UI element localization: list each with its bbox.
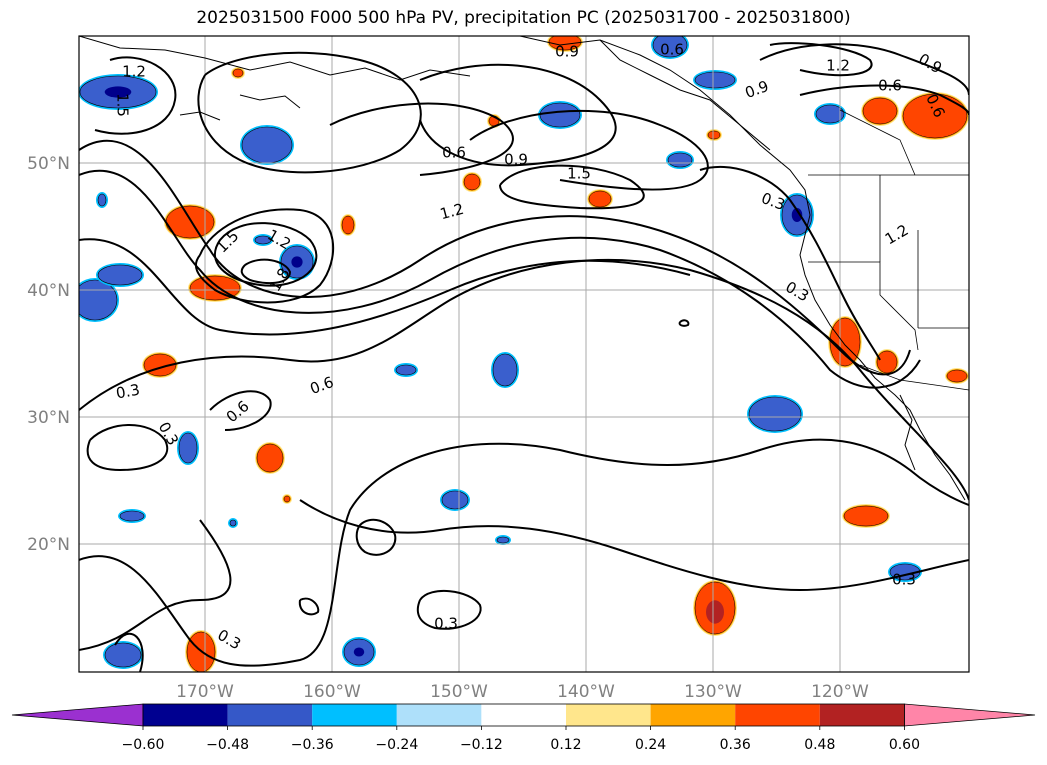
precip-blob-pos	[876, 350, 898, 374]
contour-label: 1.2	[438, 200, 466, 224]
colorbar-tick-label: 0.24	[635, 737, 666, 753]
map-title: 2025031500 F000 500 hPa PV, precipitatio…	[196, 8, 851, 28]
precip-blob-neg	[254, 235, 272, 245]
colorbar-extend-high	[904, 703, 1036, 727]
pv-contours	[79, 42, 969, 672]
contour-label: 0.3	[214, 626, 244, 654]
precip-blob-pos	[829, 317, 861, 367]
precip-blob-pos	[946, 369, 968, 383]
contour-label: 0.3	[115, 381, 142, 403]
precip-blob-pos	[256, 443, 284, 473]
precip-blob-neg	[119, 510, 145, 522]
colorbar-tick-label: 0.36	[720, 737, 751, 753]
lon-label: 130°W	[684, 682, 742, 702]
lon-label: 150°W	[430, 682, 488, 702]
colorbar-cell	[819, 704, 905, 726]
colorbar-tick-label: −0.60	[122, 737, 165, 753]
contour-label: 0.6	[223, 397, 253, 426]
precip-blob-neg	[97, 193, 107, 207]
gridlines	[79, 36, 969, 672]
colorbar-tick-label: −0.48	[206, 737, 249, 753]
colorbar-cell	[396, 704, 482, 726]
contour-labels: 1.21.50.9 0.61.20.9 0.60.90.60.91.51.21.5 1…	[114, 41, 949, 654]
lon-label: 140°W	[557, 682, 615, 702]
precip-blob-pos	[463, 173, 481, 191]
contour-label: 1.2	[122, 63, 146, 81]
colorbar-cell	[481, 704, 566, 726]
lon-label: 170°W	[176, 682, 234, 702]
contour-label: 0.3	[892, 571, 916, 589]
contour-label: 0.6	[878, 77, 902, 95]
precip-blob-neg	[97, 264, 143, 286]
precip-blob-neg	[229, 519, 237, 527]
precip-blob-neg	[104, 642, 142, 668]
contour-label: 0.6	[442, 144, 466, 162]
colorbar-cell	[227, 704, 313, 726]
precip-blob-neg	[694, 71, 736, 89]
precip-blob-pos	[588, 190, 612, 208]
precip-blob-pos	[283, 495, 291, 503]
lat-label: 40°N	[27, 281, 70, 301]
colorbar-tick-label: 0.12	[550, 737, 581, 753]
contour-label: 1.5	[114, 93, 132, 117]
precip-blob-neg	[652, 36, 688, 58]
precip-blob-neg-core	[353, 647, 365, 657]
contour-label: 1.5	[567, 165, 591, 183]
precip-blob-neg	[667, 152, 693, 168]
colorbar-cell	[312, 704, 397, 726]
lat-label: 50°N	[27, 154, 70, 174]
precip-blob-pos	[862, 97, 898, 125]
precip-anomaly-fills	[79, 36, 969, 672]
contour-label: 0.9	[915, 50, 945, 78]
lat-label: 20°N	[27, 535, 70, 555]
precip-blob-neg	[178, 432, 198, 464]
map-frame	[78, 35, 970, 673]
precip-blob-pos-core	[706, 600, 724, 624]
colorbar-frame	[142, 703, 905, 727]
latitude-labels: 50°N 40°N 30°N 20°N	[27, 154, 70, 555]
political-borders	[808, 109, 969, 391]
contour-label: 1.2	[882, 221, 912, 249]
precip-blob-neg	[492, 353, 518, 387]
precip-blob-neg	[241, 126, 293, 164]
colorbar-tick-label: 0.60	[889, 737, 920, 753]
precip-blob-neg	[395, 364, 417, 376]
colorbar-tick-label: 0.48	[804, 737, 835, 753]
contour-label: 0.9	[743, 77, 772, 102]
precip-blob-neg	[496, 536, 510, 544]
colorbar-tick-label: −0.12	[460, 737, 503, 753]
positive-precip-blobs	[142, 36, 969, 672]
precip-blob-pos	[232, 68, 244, 78]
contour-label: 0.6	[660, 41, 684, 59]
colorbar: −0.60 −0.48 −0.36 −0.24 −0.12 0.12 0.24 0.36 0.4…	[11, 703, 1036, 753]
colorbar-cell	[735, 704, 820, 726]
contour-label: 0.3	[434, 615, 458, 633]
colorbar-cell	[566, 704, 651, 726]
precip-blob-pos	[843, 505, 889, 527]
lon-label: 160°W	[303, 682, 361, 702]
longitude-labels: 170°W 160°W 150°W 140°W 130°W 120°W	[176, 682, 869, 702]
colorbar-extend-low	[11, 703, 144, 727]
contour-label: 0.9	[555, 43, 579, 61]
precip-blob-neg	[815, 104, 845, 124]
precip-blob-neg-core	[291, 256, 303, 268]
colorbar-cell	[650, 704, 736, 726]
colorbar-tick-label: −0.24	[375, 737, 418, 753]
colorbar-cell	[143, 704, 228, 726]
precip-blob-pos	[341, 215, 355, 235]
precip-blob-neg-core	[791, 208, 803, 222]
precip-blob-neg	[441, 490, 469, 510]
lat-label: 30°N	[27, 408, 70, 428]
coastlines	[79, 36, 966, 501]
contour-label: 0.9	[504, 151, 528, 169]
precip-blob-neg-core	[104, 86, 132, 98]
precip-blob-neg	[539, 102, 581, 128]
contour-label: 1.2	[826, 57, 850, 75]
colorbar-tick-label: −0.36	[291, 737, 334, 753]
lon-label: 120°W	[811, 682, 869, 702]
precip-blob-pos	[707, 130, 721, 140]
precip-blob-neg	[748, 396, 802, 432]
